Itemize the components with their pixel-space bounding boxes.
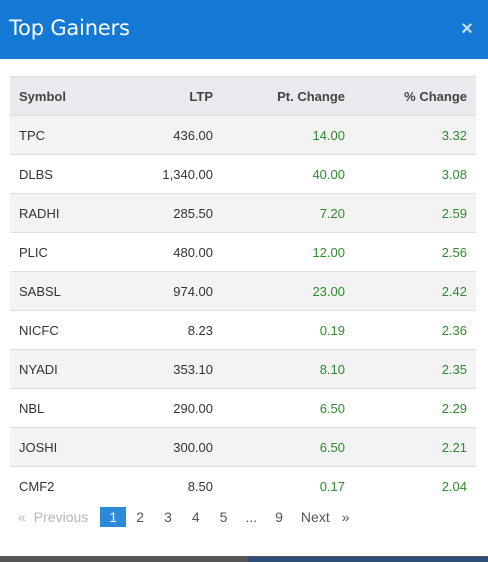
pct-change-cell: 2.21 (354, 427, 476, 467)
pt-change-cell: 23.00 (222, 271, 354, 311)
column-header-ltp[interactable]: LTP (104, 76, 222, 116)
table-row[interactable]: NBL 290.00 6.50 2.29 (10, 388, 476, 428)
pagination: « Previous 1 2 3 4 5 ... 9 Next » (18, 507, 350, 527)
pt-change-cell: 40.00 (222, 154, 354, 194)
gainers-table: Symbol LTP Pt. Change % Change TPC 436.0… (10, 76, 476, 505)
page-9-button[interactable]: 9 (275, 509, 283, 525)
pt-change-cell: 8.10 (222, 349, 354, 389)
ltp-cell: 353.10 (104, 349, 222, 389)
pct-change-cell: 3.08 (354, 154, 476, 194)
pt-change-cell: 0.17 (222, 466, 354, 505)
table-row[interactable]: RADHI 285.50 7.20 2.59 (10, 193, 476, 233)
symbol-cell[interactable]: RADHI (10, 193, 104, 233)
page-2-button[interactable]: 2 (136, 509, 145, 525)
pt-change-cell: 7.20 (222, 193, 354, 233)
pt-change-cell: 12.00 (222, 232, 354, 272)
page-background-strip (0, 556, 488, 562)
ltp-cell: 8.23 (104, 310, 222, 350)
symbol-cell[interactable]: NYADI (10, 349, 104, 389)
table-row[interactable]: SABSL 974.00 23.00 2.42 (10, 271, 476, 311)
ltp-cell: 436.00 (104, 115, 222, 155)
ltp-cell: 290.00 (104, 388, 222, 428)
symbol-cell[interactable]: JOSHI (10, 427, 104, 467)
pt-change-cell: 6.50 (222, 427, 354, 467)
table-row[interactable]: CMF2 8.50 0.17 2.04 (10, 466, 476, 505)
next-arrow-icon[interactable]: » (341, 509, 350, 525)
modal-title: Top Gainers (9, 16, 130, 40)
pct-change-cell: 2.35 (354, 349, 476, 389)
pt-change-cell: 0.19 (222, 310, 354, 350)
pct-change-cell: 2.56 (354, 232, 476, 272)
pct-change-cell: 2.36 (354, 310, 476, 350)
pct-change-cell: 2.42 (354, 271, 476, 311)
page-4-button[interactable]: 4 (191, 509, 200, 525)
ltp-cell: 285.50 (104, 193, 222, 233)
page-5-button[interactable]: 5 (219, 509, 228, 525)
page-3-button[interactable]: 3 (164, 509, 172, 525)
pt-change-cell: 6.50 (222, 388, 354, 428)
symbol-cell[interactable]: SABSL (10, 271, 104, 311)
pct-change-cell: 3.32 (354, 115, 476, 155)
previous-page-button[interactable]: Previous (33, 509, 89, 525)
pct-change-cell: 2.04 (354, 466, 476, 505)
table-row[interactable]: TPC 436.00 14.00 3.32 (10, 115, 476, 155)
symbol-cell[interactable]: NBL (10, 388, 104, 428)
next-page-button[interactable]: Next (300, 509, 330, 525)
ltp-cell: 8.50 (104, 466, 222, 505)
page-background-accent (248, 557, 488, 562)
table-row[interactable]: DLBS 1,340.00 40.00 3.08 (10, 154, 476, 194)
table-row[interactable]: NICFC 8.23 0.19 2.36 (10, 310, 476, 350)
pt-change-cell: 14.00 (222, 115, 354, 155)
ltp-cell: 974.00 (104, 271, 222, 311)
page-ellipsis: ... (245, 509, 258, 525)
ltp-cell: 300.00 (104, 427, 222, 467)
previous-arrow-icon: « (18, 509, 26, 525)
table-row[interactable]: NYADI 353.10 8.10 2.35 (10, 349, 476, 389)
symbol-cell[interactable]: DLBS (10, 154, 104, 194)
close-icon[interactable]: × (461, 18, 473, 40)
symbol-cell[interactable]: PLIC (10, 232, 104, 272)
table-header-row: Symbol LTP Pt. Change % Change (10, 76, 476, 116)
ltp-cell: 1,340.00 (104, 154, 222, 194)
pct-change-cell: 2.59 (354, 193, 476, 233)
modal-header: Top Gainers × (0, 0, 488, 59)
column-header-pt-change[interactable]: Pt. Change (222, 76, 354, 116)
symbol-cell[interactable]: CMF2 (10, 466, 104, 505)
ltp-cell: 480.00 (104, 232, 222, 272)
page-1-button[interactable]: 1 (100, 507, 127, 527)
symbol-cell[interactable]: TPC (10, 115, 104, 155)
column-header-symbol[interactable]: Symbol (10, 76, 104, 116)
table-row[interactable]: PLIC 480.00 12.00 2.56 (10, 232, 476, 272)
table-row[interactable]: JOSHI 300.00 6.50 2.21 (10, 427, 476, 467)
column-header-pct-change[interactable]: % Change (354, 76, 476, 116)
pct-change-cell: 2.29 (354, 388, 476, 428)
symbol-cell[interactable]: NICFC (10, 310, 104, 350)
